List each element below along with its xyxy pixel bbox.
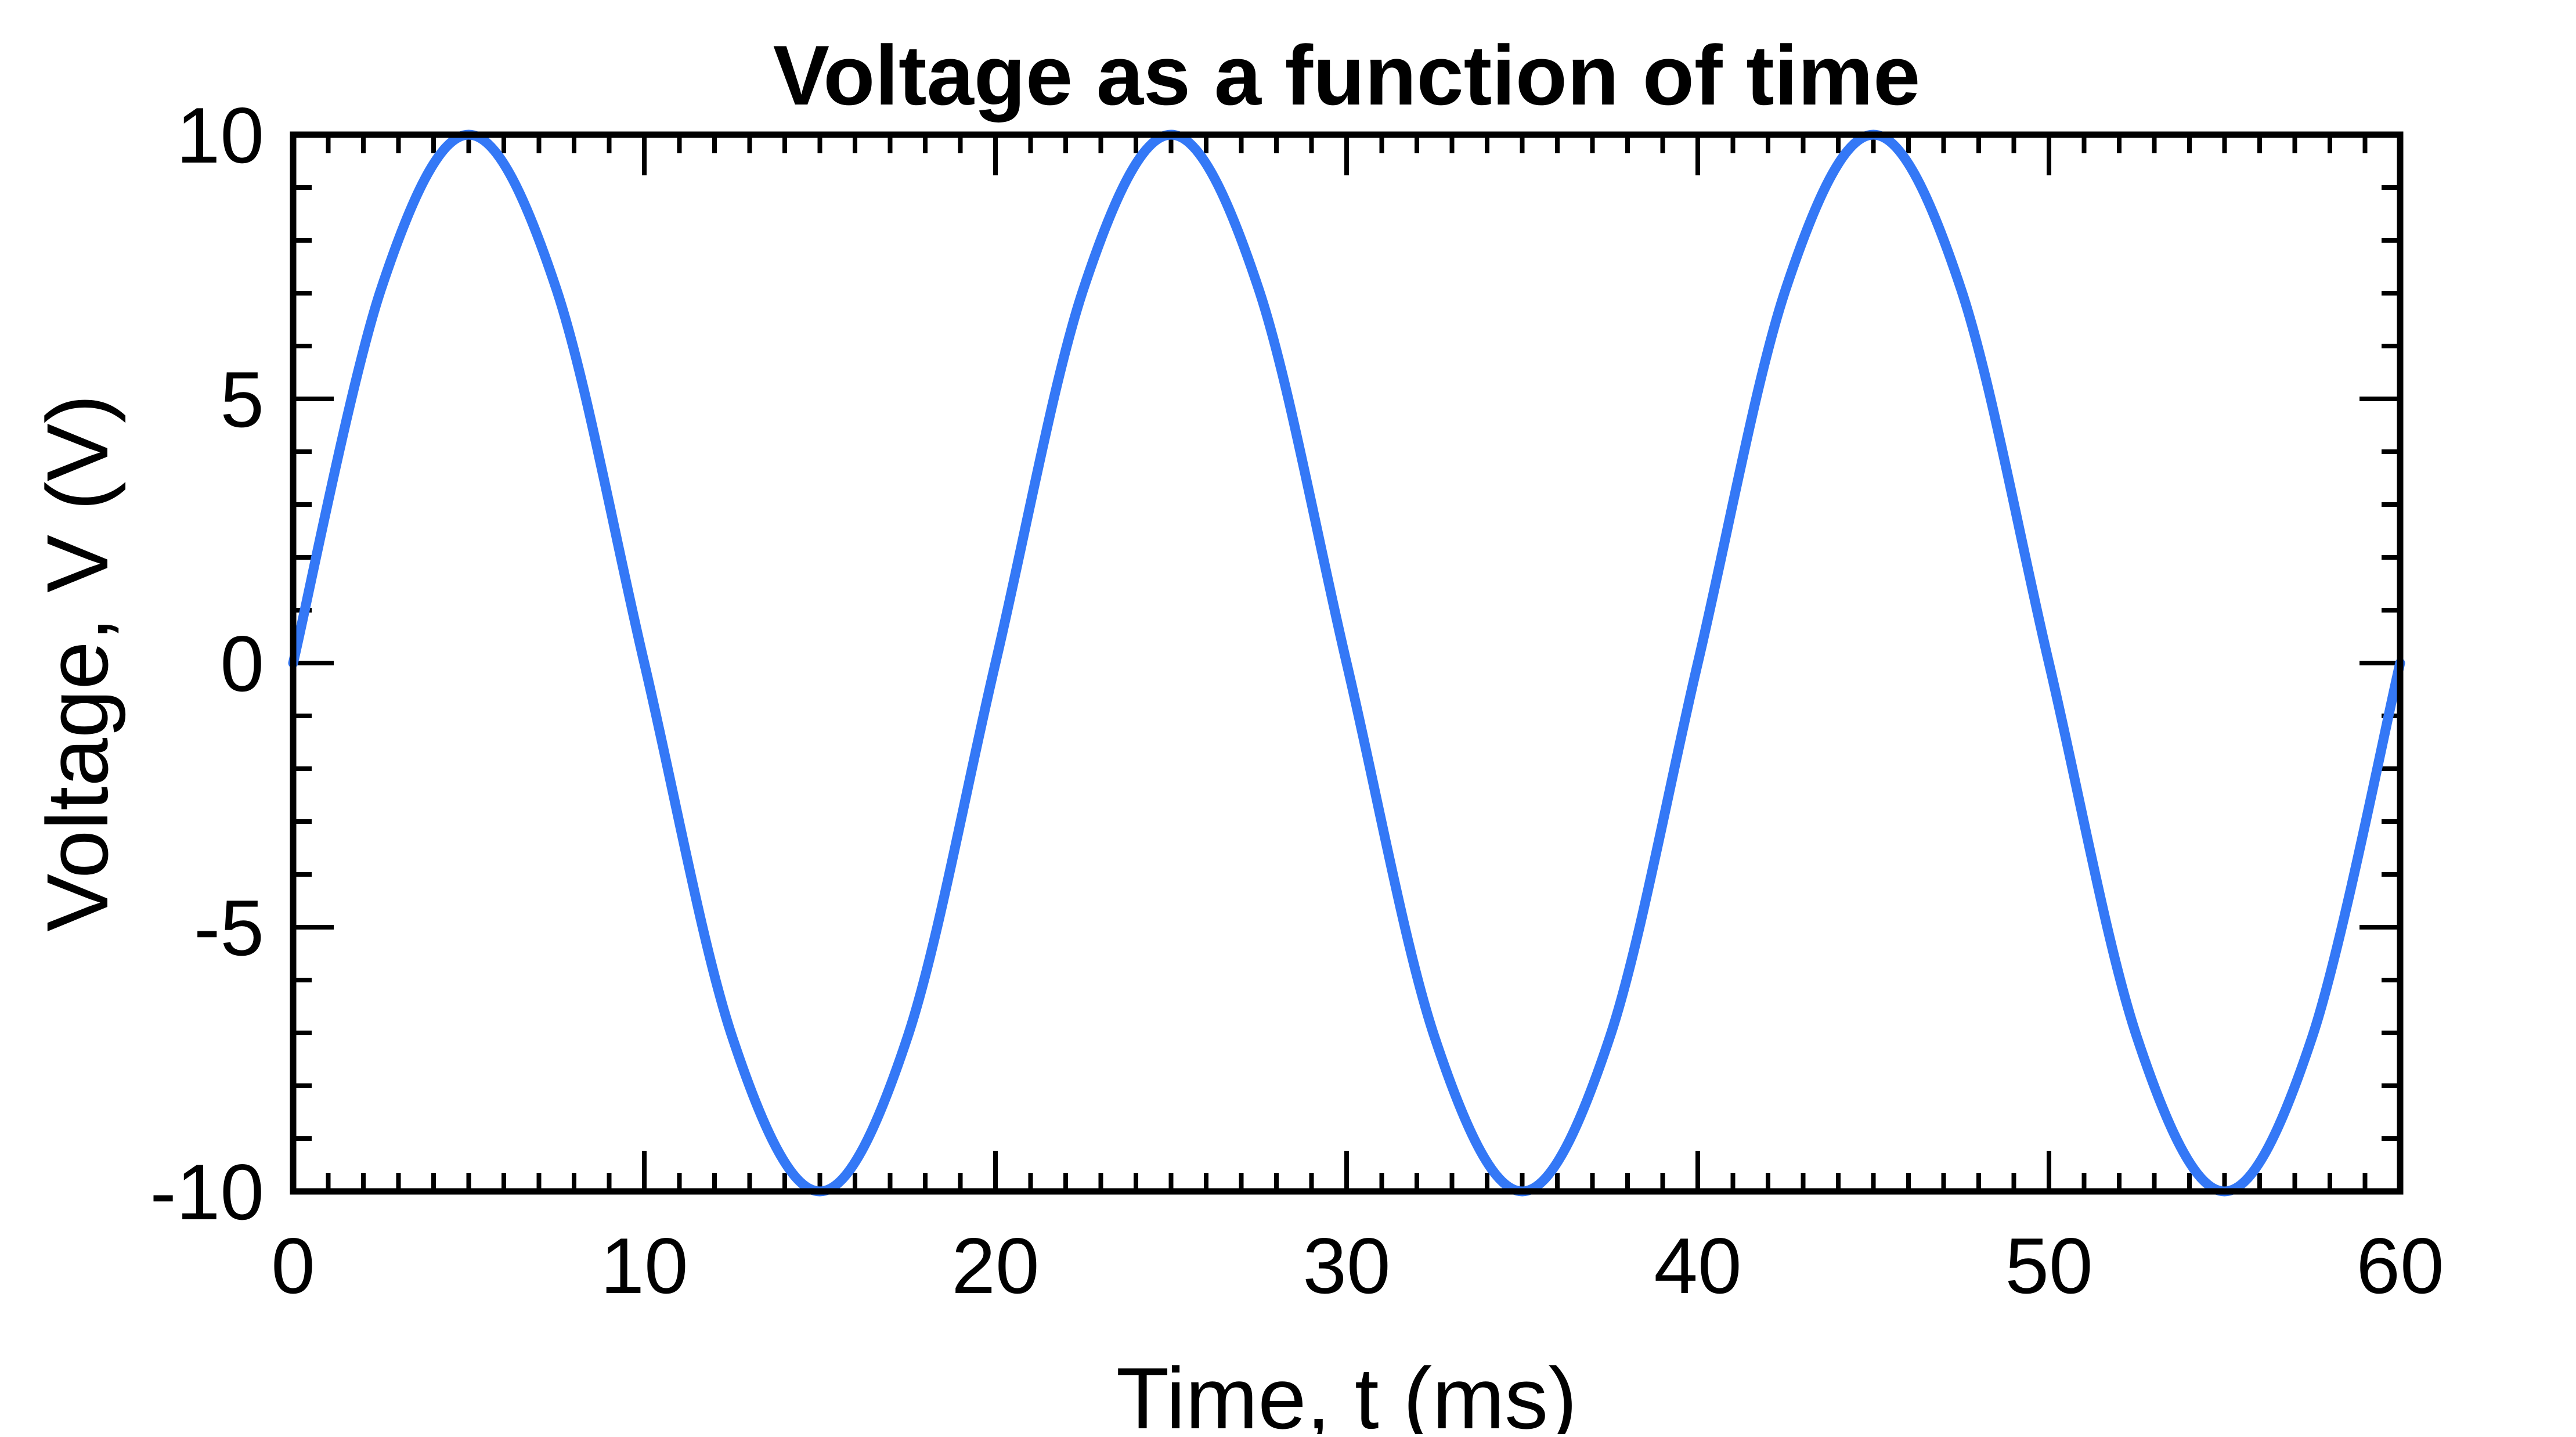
x-tick-label: 50 <box>2005 1222 2092 1310</box>
x-tick-label: 20 <box>951 1222 1039 1310</box>
y-tick-label: -5 <box>194 884 264 972</box>
series-line <box>288 129 2405 1197</box>
y-axis-label: Voltage, V (V) <box>28 394 126 932</box>
x-tick-label: 60 <box>2356 1222 2444 1310</box>
series-group <box>288 129 2405 1197</box>
x-axis-label: Time, t (ms) <box>1116 1349 1577 1434</box>
y-tick-label: 5 <box>220 355 264 444</box>
y-tick-label: 0 <box>220 620 264 708</box>
x-tick-label: 30 <box>1303 1222 1390 1310</box>
x-tick-label: 40 <box>1654 1222 1741 1310</box>
plot-frame <box>290 131 2404 1195</box>
y-tick-label: 10 <box>176 91 264 179</box>
y-tick-label: -10 <box>150 1148 264 1236</box>
x-tick-label: 0 <box>271 1222 315 1310</box>
chart-title: Voltage as a function of time <box>773 28 1921 123</box>
tick-labels: 0 10 20 30 40 50 60 -10 -5 0 5 10 <box>150 91 2444 1310</box>
x-tick-label: 10 <box>600 1222 688 1310</box>
